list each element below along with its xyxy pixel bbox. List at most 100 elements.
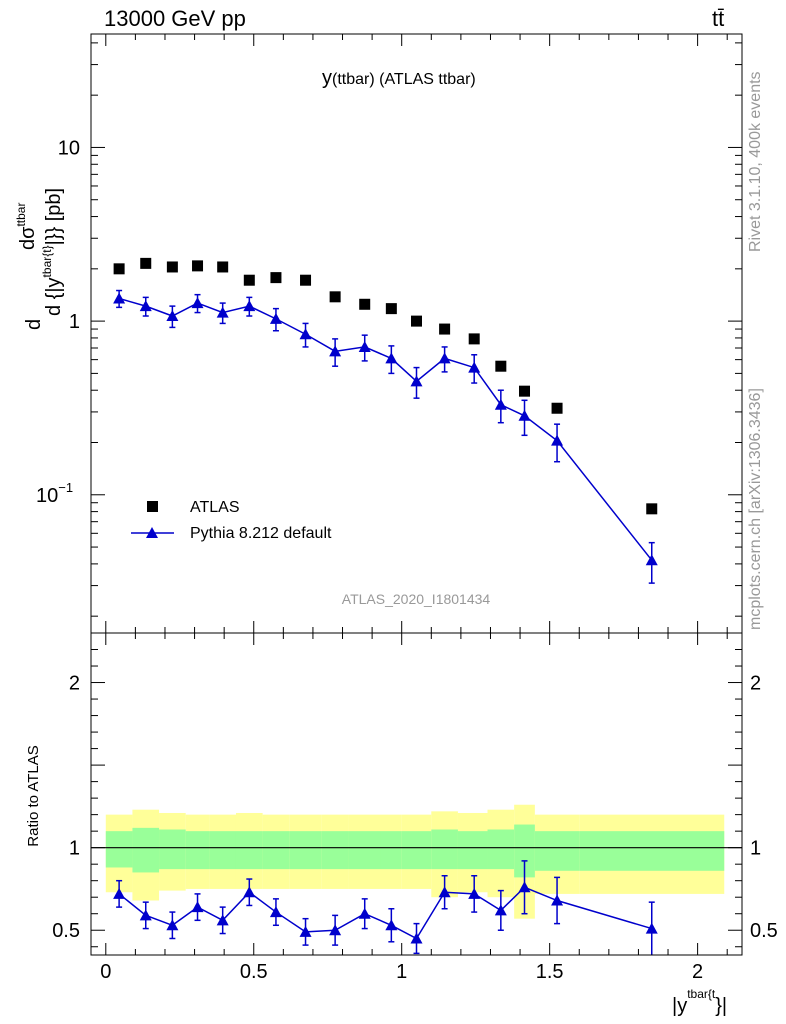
ratio-band-green: [209, 831, 236, 870]
ratio-band-green: [185, 831, 210, 870]
legend-pythia-marker: [146, 527, 158, 538]
ratio-xtick-label: 1.5: [536, 961, 564, 983]
ratio-plot-panel: 0.5 0.5 1 1 2 2 0 0.5 1 1.5 2 Ratio to ATLAS |ytba…: [25, 632, 778, 1017]
ylabel-bottom: d {|y: [43, 277, 65, 316]
ratio-pythia-point: [166, 919, 179, 931]
atlas-point: [329, 291, 341, 303]
ratio-pythia-point: [329, 924, 342, 936]
atlas-point: [140, 257, 152, 269]
ratio-xtick-label: 0: [100, 961, 111, 983]
rivet-label: Rivet 3.1.10, 400k events: [747, 71, 764, 252]
pythia-point: [438, 352, 451, 364]
ratio-band-green: [132, 827, 160, 873]
main-ytick-label: 10−1: [36, 480, 73, 507]
pythia-point: [385, 352, 398, 364]
ratio-ytick-label-left: 0.5: [52, 920, 80, 942]
legend-pythia-label: Pythia 8.212 default: [190, 525, 332, 542]
pythia-point: [518, 409, 531, 421]
ratio-band-green: [235, 831, 263, 870]
ratio-pythia-point: [139, 909, 152, 921]
ratio-pythia-point: [113, 887, 126, 899]
ratio-ytick-label-right: 2: [750, 673, 761, 695]
atlas-point: [551, 402, 563, 414]
pythia-point: [269, 312, 282, 324]
ratio-band-green: [579, 831, 725, 871]
pythia-point: [243, 300, 256, 312]
analysis-watermark: ATLAS_2020_I1801434: [342, 591, 491, 607]
ratio-pythia-point: [518, 881, 531, 893]
ratio-pythia-point: [269, 906, 282, 918]
ratio-pythia-point: [645, 922, 658, 934]
ratio-xlabel: |ytbar{t}|: [672, 987, 727, 1017]
ratio-xtick-label: 1: [396, 961, 407, 983]
atlas-point: [217, 261, 229, 273]
process-label: tt̄: [712, 6, 724, 31]
ylabel-bottom-end: |}} [pb]: [43, 188, 65, 245]
ylabel-top-sup: ttbar: [14, 203, 28, 227]
ratio-xtick-label: 2: [692, 961, 703, 983]
ratio-pythia-point: [468, 887, 481, 899]
main-ytick-label: 10: [58, 137, 80, 159]
atlas-point: [192, 260, 204, 272]
xlabel-main: |y: [672, 995, 687, 1017]
legend-item-pythia: Pythia 8.212 default: [131, 525, 332, 542]
pythia-point: [216, 306, 229, 318]
svg-text:dσttbar: dσttbar: [14, 203, 39, 250]
ratio-ytick-label-right: 1: [750, 838, 761, 860]
pythia-point: [645, 554, 658, 566]
atlas-point: [243, 274, 255, 286]
main-plot-panel: y(ttbar) (ATLAS ttbar) ATLAS_2020_I18014…: [14, 33, 743, 634]
energy-label: 13000 GeV pp: [104, 6, 246, 31]
pythia-point: [166, 310, 179, 322]
xlabel-sup: tbar{t: [687, 987, 716, 1001]
atlas-point: [411, 315, 422, 327]
ratio-pythia-point: [299, 925, 312, 937]
ratio-band-green: [159, 829, 186, 870]
main-title: y(ttbar) (ATLAS ttbar): [322, 67, 476, 89]
svg-text:d {|ytbar{t}|}} [pb]: d {|ytbar{t}|}} [pb]: [40, 188, 65, 316]
pythia-point: [410, 375, 423, 387]
atlas-point: [359, 298, 371, 310]
main-title-symbol: y: [322, 67, 332, 89]
atlas-point: [113, 263, 125, 275]
ylabel-bottom-sup: tbar{t}: [40, 245, 54, 277]
ratio-band-green: [105, 831, 133, 868]
ratio-band-green: [457, 831, 488, 870]
mcplots-label: mcplots.cern.ch [arXiv:1306.3436]: [747, 388, 764, 630]
ratio-pythia-point: [438, 886, 451, 898]
ratio-band-green: [534, 831, 580, 871]
ratio-ylabel: Ratio to ATLAS: [25, 745, 42, 846]
legend: ATLAS Pythia 8.212 default: [131, 499, 332, 542]
ratio-pythia-point: [410, 932, 423, 944]
ratio-band-green: [380, 831, 402, 870]
ylabel-top: dσ: [17, 226, 39, 250]
main-ytick-label: 1: [69, 311, 80, 333]
ratio-pythia-point: [358, 907, 371, 919]
pythia-point: [551, 434, 564, 446]
pythia-point: [358, 340, 371, 352]
ratio-band-green: [401, 831, 432, 870]
pythia-point: [139, 300, 152, 312]
ratio-pythia-point: [243, 886, 256, 898]
pythia-point: [329, 345, 342, 357]
main-title-rest: (ttbar) (ATLAS ttbar): [332, 71, 476, 88]
ratio-pythia-point: [551, 894, 564, 906]
legend-atlas-marker: [147, 501, 158, 512]
ratio-band-green: [321, 831, 349, 870]
ratio-pythia-point: [191, 901, 204, 913]
ratio-frame: [90, 632, 743, 956]
xlabel-end: }|: [715, 995, 727, 1017]
atlas-point: [385, 303, 397, 315]
pythia-line: [118, 297, 653, 561]
ratio-pythia-point: [385, 919, 398, 931]
ratio-pythia-point: [494, 904, 507, 916]
pythia-point: [494, 398, 507, 410]
ratio-band-green: [289, 831, 322, 870]
pythia-point: [113, 292, 126, 304]
pythia-point: [191, 297, 204, 309]
atlas-point: [646, 503, 658, 515]
atlas-point: [439, 323, 451, 335]
ratio-ytick-label-right: 0.5: [750, 920, 778, 942]
atlas-point: [166, 261, 178, 273]
